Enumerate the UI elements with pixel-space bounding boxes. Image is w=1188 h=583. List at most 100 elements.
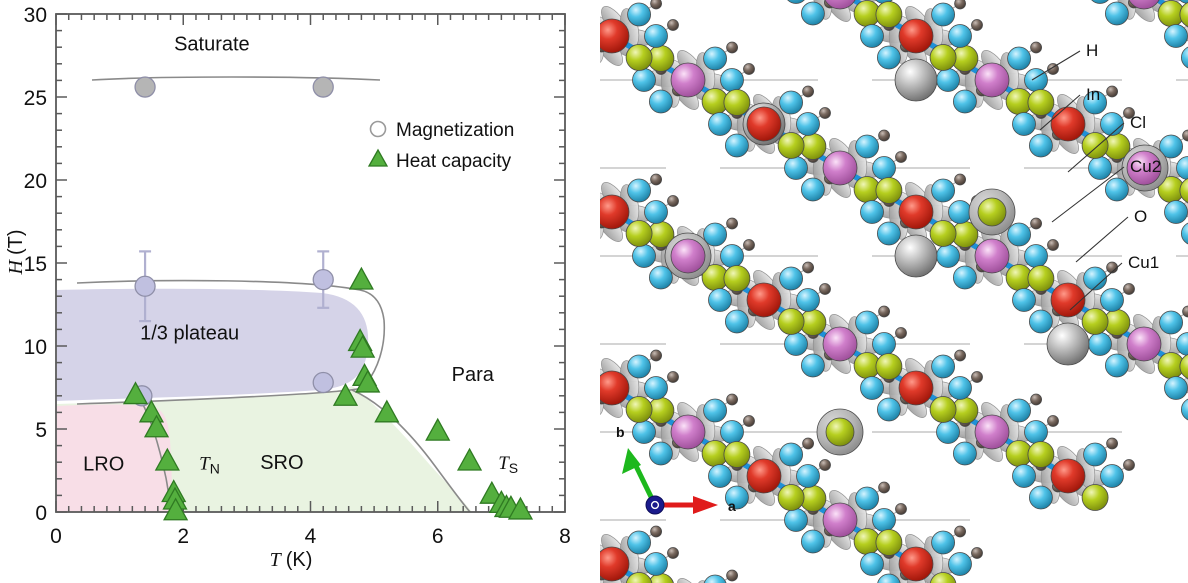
atom-o (1088, 332, 1112, 356)
atom-label-cu1: Cu1 (1128, 253, 1159, 272)
crystal-structure-panel: H In Cl Cu2 O Cu1 a b (600, 0, 1188, 583)
atom-cl (875, 529, 903, 556)
atom-o (860, 200, 884, 224)
atom-h (650, 173, 662, 186)
x-tick-label: 4 (305, 525, 317, 548)
atom-cu1 (898, 18, 934, 54)
atom-cl (777, 484, 805, 511)
crystal-atom-labels: H In Cl Cu2 O Cu1 (1031, 41, 1161, 311)
atom-o (779, 266, 803, 291)
atom-h (971, 547, 983, 559)
region-labels: 1/3 plateau LRO SRO Saturate Para (83, 34, 495, 476)
atom-o (725, 485, 749, 510)
legend-label-heat-capacity: Heat capacity (396, 151, 512, 172)
atom-cl (1081, 132, 1109, 159)
label-leader-line (1067, 122, 1125, 173)
data-point-heat-capacity (163, 497, 189, 521)
atom-h (650, 0, 662, 10)
atom-o (627, 2, 651, 27)
crystal-structure-svg: H In Cl Cu2 O Cu1 a b (600, 0, 1188, 583)
plot-axes: 0 2 4 6 8 0 5 10 15 20 25 30 (24, 4, 571, 548)
atom-o (1176, 156, 1188, 180)
atom-h (667, 195, 679, 207)
atom-in (1046, 322, 1090, 366)
atom-h (954, 173, 966, 186)
atom-h (954, 0, 966, 10)
atom-h (895, 503, 907, 515)
atom-o (948, 376, 972, 400)
atom-o (948, 552, 972, 576)
atom-o (720, 244, 744, 268)
atom-label-h: H (1086, 41, 1098, 60)
atom-o (877, 397, 901, 422)
atom-cl (777, 308, 805, 335)
atom-o (1181, 222, 1188, 245)
atom-cl (825, 417, 855, 447)
atom-o (1164, 376, 1188, 400)
atom-h (1182, 129, 1188, 142)
atom-in (894, 58, 938, 102)
atom-o (779, 90, 803, 115)
atom-o (1159, 134, 1183, 159)
atom-o (1105, 353, 1129, 378)
atom-cu2 (974, 62, 1010, 98)
atom-o (931, 354, 955, 379)
atom-label-o: O (1134, 207, 1147, 226)
atom-h (1123, 283, 1135, 295)
atom-o (725, 133, 749, 158)
atom-o (872, 156, 896, 180)
atom-cl (625, 220, 653, 247)
atom-cl (1027, 89, 1055, 116)
atom-o (931, 178, 955, 203)
atom-h (1047, 239, 1059, 251)
atom-o (796, 464, 820, 488)
atom-o (1176, 332, 1188, 356)
atom-cl (1027, 265, 1055, 292)
atom-o (1100, 288, 1124, 312)
chart-legend: Magnetization Heat capacity (367, 120, 514, 172)
atom-cl (723, 265, 751, 292)
atom-o (649, 89, 673, 114)
atom-o (860, 376, 884, 400)
atom-h (650, 525, 662, 538)
atom-h (667, 19, 679, 31)
atom-o (1164, 24, 1188, 48)
atom-o (632, 68, 656, 92)
atom-h (650, 349, 662, 362)
thermal-ellipsoid (677, 578, 706, 583)
data-point-heat-capacity (374, 399, 400, 423)
y-tick-label: 30 (24, 4, 47, 27)
atom-o (708, 464, 732, 488)
atom-o (784, 156, 808, 180)
x-tick-label: 8 (559, 525, 571, 548)
atom-o (644, 376, 668, 400)
atom-o (720, 420, 744, 444)
x-tick-label: 0 (50, 525, 62, 548)
atom-o (953, 89, 977, 114)
data-markers (122, 76, 534, 521)
atom-cl (777, 132, 805, 159)
atom-cu2 (1128, 0, 1160, 10)
atom-o (627, 354, 651, 379)
atom-o (953, 265, 977, 290)
data-point-heat-capacity (355, 369, 381, 393)
atom-o (644, 200, 668, 224)
region-lro-fill (57, 404, 172, 512)
atom-cu2 (1126, 150, 1162, 186)
atom-h (726, 41, 738, 54)
crystal-axis-indicator: a b (616, 424, 736, 515)
atom-o (725, 309, 749, 334)
atom-cu2 (822, 326, 858, 362)
atom-o (872, 508, 896, 532)
axis-titles: T (K) H(T) (5, 230, 312, 572)
x-tick-label: 2 (177, 525, 189, 548)
atom-o (877, 573, 901, 583)
atom-o (1024, 68, 1048, 92)
atom-cl (875, 1, 903, 28)
atom-o (627, 530, 651, 555)
atom-h (1030, 393, 1042, 406)
thermal-ellipsoid (696, 580, 716, 583)
atom-o (1029, 309, 1053, 334)
x-tick-label: 6 (432, 525, 444, 548)
